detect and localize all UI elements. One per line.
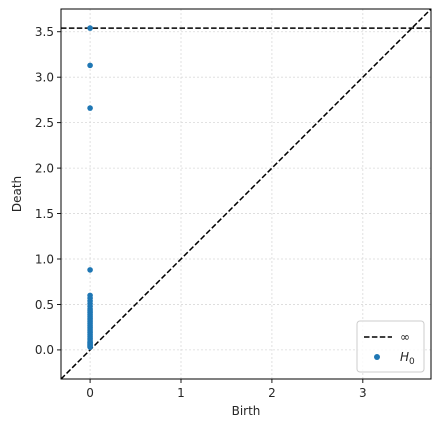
x-axis-ticks: 0 1 2 3 [86, 379, 367, 400]
diagonal-line [61, 9, 431, 379]
h0-point [87, 105, 93, 111]
h0-point [87, 267, 93, 273]
y-axis-label: Death [10, 176, 24, 212]
legend-infinity-label: ∞ [400, 330, 410, 344]
y-axis-ticks: 0.0 0.5 1.0 1.5 2.0 2.5 3.0 3.5 [35, 25, 61, 357]
y-tick-label: 3.5 [35, 25, 54, 39]
y-tick-label: 1.0 [35, 252, 54, 266]
h0-points [87, 25, 93, 350]
h0-point [87, 344, 93, 350]
x-tick-label: 0 [86, 386, 94, 400]
x-tick-label: 3 [359, 386, 367, 400]
plot-frame [60, 8, 432, 380]
x-tick-label: 2 [268, 386, 276, 400]
y-tick-label: 2.5 [35, 116, 54, 130]
grid [61, 9, 431, 379]
h0-point [87, 62, 93, 69]
y-tick-label: 3.0 [35, 70, 54, 84]
y-tick-label: 1.5 [35, 207, 54, 221]
legend-h0-label-sub: 0 [409, 357, 415, 367]
y-tick-label: 2.0 [35, 161, 54, 175]
legend-h0-label: H0 [400, 350, 415, 367]
y-tick-label: 0.0 [35, 343, 54, 357]
x-axis-label: Birth [232, 404, 261, 418]
reference-lines [61, 9, 431, 379]
legend-h0-label-main: H [400, 350, 409, 364]
y-tick-label: 0.5 [35, 298, 54, 312]
legend-h0-marker [374, 354, 380, 360]
legend: ∞ H0 [356, 320, 425, 373]
h0-point [87, 25, 93, 31]
legend-box [356, 320, 425, 373]
x-tick-label: 1 [177, 386, 185, 400]
